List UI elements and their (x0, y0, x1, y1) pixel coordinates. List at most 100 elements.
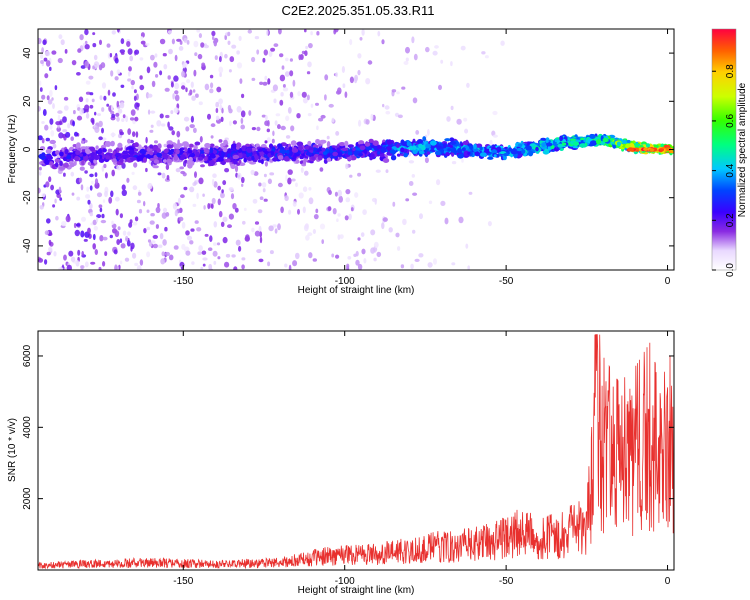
spectrogram-cell (150, 124, 154, 128)
spectrogram-cell (261, 182, 267, 188)
spectrogram-cell (84, 60, 90, 68)
spectrogram-cell (256, 49, 260, 55)
spectrogram-cell (284, 195, 289, 202)
spectrogram-cell (192, 203, 197, 207)
spectrogram-cell (432, 50, 438, 56)
spectrogram-cell (425, 46, 430, 53)
spectrogram-cell (145, 42, 150, 46)
spectrogram-cell (49, 89, 53, 97)
spectrogram-cell (289, 150, 293, 156)
y-tick-label: 6000 (22, 344, 33, 367)
spectrogram-cell (222, 180, 227, 186)
spectrogram-cell (102, 199, 106, 203)
spectrogram-cell (103, 95, 107, 101)
spectrogram-cell (183, 116, 190, 122)
spectrogram-cell (132, 185, 138, 191)
colorbar-ticks: 0.0 0.2 0.4 0.6 0.8 (712, 64, 736, 277)
spectrogram-cell (153, 165, 159, 169)
spectrogram-cell (305, 234, 310, 241)
spectrogram-cell (282, 84, 286, 88)
spectrogram-cell (207, 203, 211, 210)
spectrogram-cell (463, 117, 468, 122)
spectrogram-cell (45, 137, 50, 142)
spectrogram-cell (89, 203, 93, 210)
spectrogram-cell (408, 181, 414, 186)
spectrogram-cell (166, 158, 173, 164)
spectrogram-cell (79, 108, 84, 115)
spectrogram-cell (248, 110, 252, 116)
spectrogram-cell (359, 37, 363, 41)
spectrogram-cell (357, 263, 363, 270)
spectrogram-cell (46, 95, 50, 101)
spectrogram-cell (77, 48, 82, 53)
spectrogram-cell (120, 84, 125, 89)
spectrogram-cell (107, 89, 111, 96)
spectrogram-cell (93, 225, 99, 231)
spectrogram-cell (310, 103, 314, 108)
spectrogram-cell (246, 152, 253, 157)
spectrogram-cell (374, 198, 377, 205)
spectrogram-cell (110, 70, 114, 77)
spectrogram-cell (284, 263, 288, 268)
spectrogram-cell (465, 243, 469, 249)
spectrogram-cell (56, 126, 61, 132)
spectrogram-cell (88, 75, 94, 80)
spectrogram-cell (467, 148, 471, 152)
spectrogram-cell (163, 63, 168, 70)
spectrogram-cell (331, 117, 335, 123)
spectrogram-cell (384, 105, 390, 110)
spectrogram-cell (300, 167, 304, 174)
spectrogram-cell (365, 146, 372, 151)
spectrogram-cell (171, 38, 175, 45)
spectrogram-cell (55, 121, 61, 126)
spectrogram-cell (251, 155, 255, 161)
snr-y-ticks: 2000 4000 6000 (22, 344, 674, 510)
x-tick-label: 0 (665, 576, 671, 587)
spectrogram-cell (320, 147, 326, 152)
spectrogram-cell (190, 81, 194, 88)
spectrogram-cell (292, 79, 296, 87)
spectrogram-cell (467, 265, 470, 270)
spectrogram-cell (188, 149, 193, 154)
colorbar-label: Normalized spectral amplitude (737, 82, 748, 217)
spectrogram-cell (281, 65, 285, 70)
spectrogram-cell (106, 43, 111, 48)
spectrogram-cell (198, 33, 202, 39)
spectrogram-cell (202, 263, 206, 267)
spectrogram-cell (251, 56, 256, 63)
spectrogram-cell (90, 117, 95, 124)
spectrogram-cell (257, 209, 263, 214)
spectrogram-cell (227, 224, 232, 229)
spectrogram-cell (142, 157, 147, 163)
spectrogram-cell (132, 131, 136, 138)
spectrogram-cell (126, 177, 130, 183)
spectrogram-cell (110, 190, 114, 198)
spectrogram-cell (98, 158, 105, 163)
spectrogram-cell (84, 261, 89, 268)
spectrogram-cell (434, 150, 442, 156)
spectrogram-cell (321, 239, 325, 245)
spectrogram-cell (210, 82, 214, 89)
spectrogram-cell (324, 94, 327, 101)
spectrogram-cell (172, 93, 175, 100)
spectrogram-panel: -150 -100 -50 0 -40 -20 0 20 40 Height of strai… (7, 28, 675, 296)
spectrogram-cell (162, 153, 169, 159)
spectrogram-cell (139, 84, 145, 91)
spectrogram-cell (279, 74, 286, 82)
spectrogram-cell (264, 161, 268, 167)
y-tick-label: -20 (22, 190, 33, 205)
spectrogram-cell (173, 245, 179, 250)
spectrogram-cell (147, 239, 152, 243)
spectrogram-cell (39, 87, 43, 92)
spectrogram-cell (525, 145, 532, 151)
spectrogram-cell (48, 239, 52, 246)
spectrogram-cell (134, 142, 139, 148)
spectrogram-cell (259, 236, 263, 244)
spectrogram-cell (149, 129, 154, 133)
spectrogram-cell (396, 143, 400, 148)
spectrogram-cell (104, 251, 108, 256)
spectrogram-cell (58, 132, 64, 139)
spectrogram-cell (288, 146, 293, 152)
spectrogram-cell (237, 172, 242, 180)
spectrogram-cell (129, 117, 135, 121)
